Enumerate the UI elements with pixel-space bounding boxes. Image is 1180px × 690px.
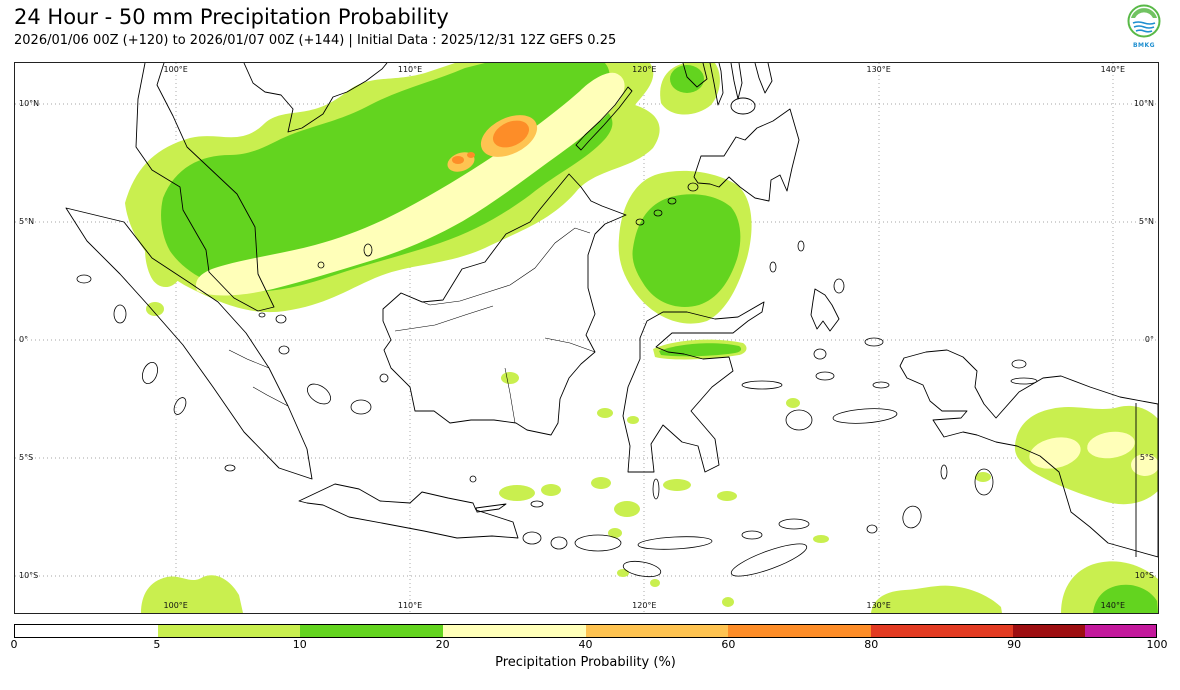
lat-tick-label: 10°N — [19, 99, 40, 109]
page-subtitle: 2026/01/06 00Z (+120) to 2026/01/07 00Z … — [14, 33, 617, 49]
lat-tick-label: 0° — [1144, 335, 1154, 345]
lon-tick-label: 110°E — [397, 65, 423, 74]
colorbar-segment-60-80 — [728, 625, 871, 637]
colorbar-segments — [14, 624, 1157, 638]
lon-tick-label: 100°E — [163, 601, 188, 610]
colorbar-tick-label: 20 — [435, 638, 450, 651]
colorbar-tick-label: 100 — [1146, 638, 1168, 651]
colorbar-tick-label: 90 — [1007, 638, 1022, 651]
header: 24 Hour - 50 mm Precipitation Probabilit… — [14, 5, 616, 48]
colorbar-caption: Precipitation Probability (%) — [495, 655, 676, 670]
colorbar-segment-5-10 — [157, 625, 301, 637]
lat-tick-label: 5°N — [19, 217, 35, 227]
colorbar-tick-label: 60 — [721, 638, 736, 651]
rivers-and-borders — [228, 227, 1137, 557]
precip-shading-20-40pct — [196, 72, 1158, 476]
precipitation-map — [15, 63, 1158, 613]
colorbar-tick-label: 10 — [292, 638, 307, 651]
precip-shading-60-80pct — [452, 120, 530, 164]
colorbar-tick-label: 5 — [153, 638, 161, 651]
lon-tick-label: 120°E — [632, 65, 657, 74]
lat-tick-label: 10°S — [19, 571, 39, 581]
colorbar-segment-40-60 — [585, 625, 729, 637]
minor-islands — [76, 182, 1038, 578]
colorbar-segment-80-90 — [870, 625, 1014, 637]
colorbar-tick-label: 80 — [864, 638, 879, 651]
coastlines — [65, 63, 1158, 558]
lon-tick-label: 100°E — [163, 65, 188, 74]
bmkg-logo: BMKG — [1124, 4, 1164, 49]
bmkg-logo-label: BMKG — [1132, 42, 1156, 49]
colorbar-segment-20-40 — [442, 625, 586, 637]
lon-tick-label: 130°E — [866, 65, 891, 74]
lon-tick-label: 140°E — [1100, 601, 1126, 610]
lat-tick-label: 5°S — [19, 453, 34, 463]
lon-tick-label: 120°E — [632, 601, 657, 610]
lat-tick-label: 5°S — [1139, 453, 1154, 463]
lon-tick-label: 130°E — [866, 601, 891, 610]
map-plot: 100°E 100°E 110°E 110°E 120°E 120°E 130°E 130°E… — [14, 62, 1159, 614]
page-title: 24 Hour - 50 mm Precipitation Probabilit… — [14, 5, 449, 29]
precip-shading-10-20pct — [161, 63, 1158, 613]
colorbar-tick-label: 0 — [10, 638, 18, 651]
lat-tick-label: 10°S — [1134, 571, 1154, 581]
lat-tick-label: 10°N — [1133, 99, 1154, 109]
colorbar-segment-10-20 — [300, 625, 443, 637]
colorbar-ticks: 0 5 10 20 40 60 80 90 100 — [10, 638, 1168, 652]
lon-tick-label: 110°E — [397, 601, 423, 610]
lat-tick-label: 0° — [19, 335, 29, 345]
bmkg-logo-icon — [1127, 4, 1161, 38]
lon-tick-label: 140°E — [1100, 65, 1126, 74]
lat-tick-label: 5°N — [1138, 217, 1154, 227]
colorbar-segment-90-95 — [1013, 625, 1085, 637]
colorbar: 0 5 10 20 40 60 80 90 100 Precipitation Probabil… — [10, 624, 1168, 670]
colorbar-tick-label: 40 — [578, 638, 593, 651]
colorbar-segment-0-5 — [15, 625, 158, 637]
colorbar-segment-95-100 — [1084, 625, 1156, 637]
graticule-grid — [15, 63, 1158, 613]
